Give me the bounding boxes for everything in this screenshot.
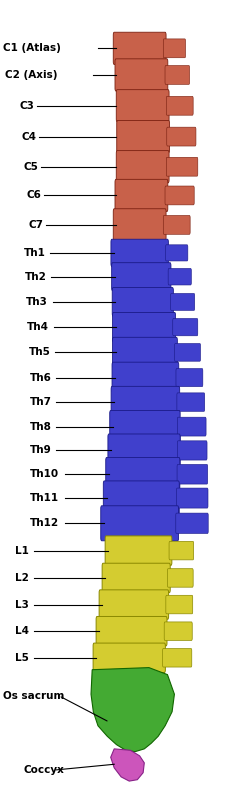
FancyBboxPatch shape: [171, 294, 195, 310]
Text: L1: L1: [15, 546, 28, 556]
Text: Th4: Th4: [27, 322, 49, 332]
FancyBboxPatch shape: [106, 458, 180, 491]
FancyBboxPatch shape: [113, 338, 177, 367]
Text: Th11: Th11: [30, 493, 59, 503]
Text: Coccyx: Coccyx: [24, 765, 65, 775]
Text: Th5: Th5: [28, 347, 50, 358]
FancyBboxPatch shape: [165, 186, 194, 205]
Text: C2 (Axis): C2 (Axis): [5, 70, 58, 80]
FancyBboxPatch shape: [110, 410, 180, 442]
Text: Th12: Th12: [30, 518, 59, 528]
FancyBboxPatch shape: [113, 209, 166, 241]
FancyBboxPatch shape: [175, 343, 201, 362]
FancyBboxPatch shape: [177, 417, 206, 436]
FancyBboxPatch shape: [177, 441, 207, 460]
FancyBboxPatch shape: [99, 590, 169, 619]
FancyBboxPatch shape: [111, 386, 180, 418]
Text: Th8: Th8: [30, 422, 51, 432]
FancyBboxPatch shape: [165, 66, 190, 84]
Text: L5: L5: [15, 653, 28, 662]
Polygon shape: [91, 668, 175, 752]
FancyBboxPatch shape: [103, 481, 179, 515]
FancyBboxPatch shape: [164, 622, 192, 641]
FancyBboxPatch shape: [115, 59, 168, 91]
FancyBboxPatch shape: [167, 127, 196, 146]
Text: Th1: Th1: [24, 248, 46, 258]
FancyBboxPatch shape: [177, 465, 208, 484]
FancyBboxPatch shape: [173, 318, 198, 336]
Text: Th6: Th6: [30, 373, 51, 382]
Text: C6: C6: [26, 190, 41, 201]
Text: L4: L4: [15, 626, 29, 636]
FancyBboxPatch shape: [166, 158, 198, 176]
Polygon shape: [111, 749, 144, 781]
Text: C3: C3: [19, 101, 34, 110]
FancyBboxPatch shape: [112, 262, 171, 290]
Text: Th9: Th9: [30, 446, 51, 455]
Text: Th3: Th3: [26, 297, 48, 307]
FancyBboxPatch shape: [113, 32, 166, 65]
FancyBboxPatch shape: [163, 215, 190, 234]
FancyBboxPatch shape: [93, 643, 165, 673]
Text: C1 (Atlas): C1 (Atlas): [3, 43, 61, 54]
FancyBboxPatch shape: [163, 39, 185, 58]
Text: Th10: Th10: [30, 470, 59, 479]
FancyBboxPatch shape: [112, 362, 179, 393]
FancyBboxPatch shape: [163, 649, 192, 667]
FancyBboxPatch shape: [168, 269, 191, 285]
FancyBboxPatch shape: [101, 506, 178, 541]
Text: Os sacrum: Os sacrum: [3, 690, 64, 701]
FancyBboxPatch shape: [176, 513, 208, 534]
FancyBboxPatch shape: [169, 542, 194, 560]
FancyBboxPatch shape: [105, 536, 172, 566]
FancyBboxPatch shape: [113, 313, 175, 342]
Text: Th2: Th2: [25, 272, 47, 282]
FancyBboxPatch shape: [176, 488, 208, 508]
Text: C5: C5: [24, 162, 39, 172]
FancyBboxPatch shape: [116, 150, 169, 183]
FancyBboxPatch shape: [117, 121, 170, 153]
FancyBboxPatch shape: [176, 369, 203, 386]
FancyBboxPatch shape: [168, 569, 193, 587]
Text: C4: C4: [21, 131, 37, 142]
FancyBboxPatch shape: [116, 90, 169, 122]
FancyBboxPatch shape: [166, 245, 188, 261]
FancyBboxPatch shape: [112, 287, 173, 316]
FancyBboxPatch shape: [96, 617, 167, 646]
FancyBboxPatch shape: [166, 595, 193, 614]
FancyBboxPatch shape: [111, 239, 168, 266]
FancyBboxPatch shape: [177, 393, 205, 411]
FancyBboxPatch shape: [166, 96, 193, 115]
Text: C7: C7: [28, 220, 44, 230]
FancyBboxPatch shape: [115, 179, 168, 211]
FancyBboxPatch shape: [108, 434, 180, 467]
FancyBboxPatch shape: [102, 563, 170, 593]
Text: L3: L3: [15, 599, 28, 610]
Text: L2: L2: [15, 573, 28, 583]
Text: Th7: Th7: [30, 397, 52, 407]
